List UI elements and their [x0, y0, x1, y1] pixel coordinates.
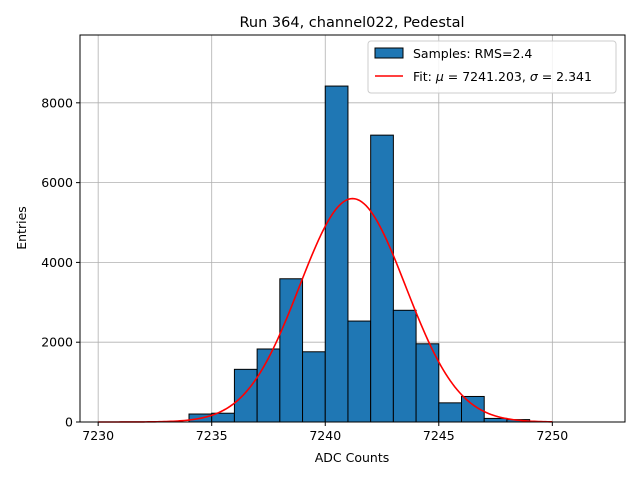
x-tick-label: 7230	[82, 428, 114, 443]
y-tick-label: 8000	[41, 95, 73, 110]
legend-fit-sigma-symbol: σ	[530, 69, 539, 84]
legend-samples-label: Samples: RMS=2.4	[413, 46, 532, 61]
histogram-bar	[233, 368, 258, 423]
histogram-bar	[347, 320, 372, 423]
histogram-bar	[256, 348, 281, 423]
y-tick-label: 0	[65, 415, 73, 430]
histogram-bar	[392, 309, 417, 423]
x-tick-label: 7250	[536, 428, 568, 443]
x-tick-label: 7235	[196, 428, 228, 443]
legend-fit-mu-value: = 7241.203,	[444, 69, 530, 84]
histogram-bar	[279, 278, 304, 423]
histogram-bar	[324, 85, 349, 423]
legend-samples-swatch	[374, 47, 404, 59]
legend-box	[367, 40, 617, 94]
x-axis-label: ADC Counts	[315, 450, 390, 465]
fit-curve-layer	[98, 197, 553, 423]
histogram-bar	[483, 417, 508, 423]
chart-title: Run 364, channel022, Pedestal	[239, 15, 464, 31]
histogram-bar	[370, 134, 394, 423]
legend-fit-label: Fit: μ = 7241.203, σ = 2.341	[413, 69, 592, 84]
gaussian-fit-line	[98, 197, 553, 423]
x-axis-ticks: 7230 7235 7240 7245 7250	[82, 422, 568, 443]
x-tick-label: 7245	[423, 428, 455, 443]
legend-fit-prefix: Fit:	[413, 69, 436, 84]
histogram-bar	[302, 351, 326, 423]
legend-fit-mu-symbol: μ	[435, 69, 444, 84]
y-tick-label: 2000	[41, 335, 73, 350]
histogram-bar	[438, 402, 462, 423]
y-axis-ticks: 0 2000 4000 6000 8000	[41, 95, 80, 430]
y-tick-label: 6000	[41, 175, 73, 190]
x-tick-label: 7240	[309, 428, 341, 443]
legend-fit-sigma-value: = 2.341	[538, 69, 592, 84]
y-tick-label: 4000	[41, 255, 73, 270]
histogram-bars	[188, 85, 531, 423]
plot-frame	[79, 34, 626, 423]
y-axis-label: Entries	[14, 206, 29, 250]
legend: Samples: RMS=2.4 Fit: μ = 7241.203, σ = …	[367, 40, 617, 94]
